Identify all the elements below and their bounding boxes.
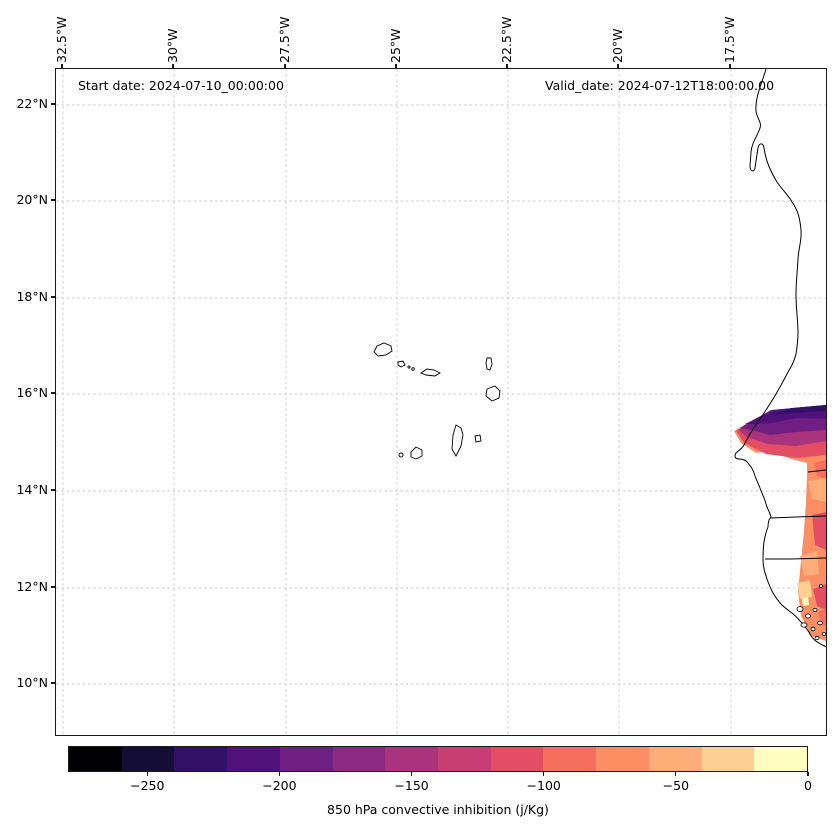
colorbar-segment	[174, 747, 228, 771]
cin-patch-peach	[797, 580, 812, 599]
colorbar-segment	[279, 747, 333, 771]
colorbar-tick-mark	[278, 772, 281, 776]
island-fogo	[410, 446, 423, 460]
y-tick-mark	[51, 199, 55, 201]
islet	[810, 626, 816, 632]
colorbar-tick-mark	[807, 772, 809, 776]
colorbar-segment	[385, 747, 439, 771]
colorbar-label: 850 hPa convective inhibition (j/Kg)	[327, 802, 549, 817]
river-saloum	[807, 469, 826, 473]
map-canvas	[56, 69, 826, 735]
x-tick-label: 22.5°W	[499, 16, 514, 63]
cin-patch-redorange-b	[818, 609, 826, 627]
x-tick-mark	[395, 64, 397, 68]
colorbar-tick-mark	[543, 772, 545, 776]
island-branco	[411, 367, 415, 371]
colorbar-segment	[754, 747, 807, 771]
x-tick-label: 25°W	[388, 28, 403, 63]
island-maio	[474, 434, 482, 443]
islet	[812, 608, 818, 613]
colorbar-tick-label: 0	[804, 778, 812, 793]
colorbar-segment	[69, 747, 122, 771]
cin-patch-lightorange-b	[800, 551, 819, 576]
island-sao-vicente	[397, 360, 406, 368]
island-santiago	[451, 424, 464, 457]
x-tick-mark	[284, 64, 286, 68]
islet	[821, 632, 826, 636]
colorbar-tick-mark	[675, 772, 677, 776]
colorbar-segment	[332, 747, 386, 771]
x-tick-mark	[506, 64, 508, 68]
cin-patch-paleyellow	[802, 597, 809, 606]
cape-verde-islands	[373, 342, 501, 460]
coastlines	[734, 69, 826, 648]
colorbar-tick-label: −250	[130, 778, 165, 793]
islet	[800, 622, 808, 628]
island-santa-luzia	[407, 365, 411, 369]
colorbar-tick-mark	[146, 772, 148, 776]
river-gambia	[770, 515, 826, 519]
island-sao-nicolau	[420, 368, 441, 377]
cin-contours	[734, 405, 826, 641]
y-tick-mark	[51, 103, 55, 105]
start-date-annotation: Start date: 2024-07-10_00:00:00	[78, 78, 284, 93]
cin-patch-lightorange-a	[808, 478, 826, 502]
x-tick-label: 17.5°W	[722, 16, 737, 63]
colorbar-tick-label: −50	[662, 778, 690, 793]
colorbar-tick-label: −150	[394, 778, 429, 793]
y-tick-label: 16°N	[16, 385, 48, 400]
gridlines	[56, 69, 826, 735]
islet	[814, 635, 820, 641]
x-tick-mark	[729, 64, 731, 68]
y-tick-label: 18°N	[16, 289, 48, 304]
islet	[805, 613, 811, 619]
colorbar-tick-label: −100	[526, 778, 561, 793]
y-tick-mark	[51, 296, 55, 298]
y-tick-mark	[51, 392, 55, 394]
y-tick-label: 22°N	[16, 96, 48, 111]
y-tick-label: 10°N	[16, 675, 48, 690]
y-tick-mark	[51, 489, 55, 491]
colorbar-tick-label: −200	[262, 778, 297, 793]
x-tick-mark	[617, 64, 619, 68]
colorbar-segment	[543, 747, 597, 771]
islet	[819, 584, 824, 588]
coastline-west-africa	[734, 69, 826, 648]
y-tick-label: 12°N	[16, 579, 48, 594]
valid-date-annotation: Valid_date: 2024-07-12T18:00:00.00	[545, 78, 775, 93]
island-sal	[485, 357, 493, 371]
x-tick-mark	[61, 64, 63, 68]
colorbar-segment	[648, 747, 702, 771]
islet	[817, 620, 823, 626]
map-plot	[55, 68, 827, 736]
x-tick-label: 27.5°W	[277, 16, 292, 63]
x-tick-mark	[172, 64, 174, 68]
islet	[796, 606, 804, 612]
x-tick-label: 20°W	[610, 28, 625, 63]
y-tick-label: 14°N	[16, 482, 48, 497]
colorbar-segment	[490, 747, 544, 771]
colorbar	[68, 746, 808, 772]
colorbar-segment	[596, 747, 649, 771]
cin-band-darkest	[762, 405, 826, 417]
colorbar-segment	[227, 747, 280, 771]
island-boa-vista	[485, 385, 501, 402]
colorbar-segment	[701, 747, 755, 771]
cin-patch-pink-a	[812, 512, 826, 550]
colorbar-tick-mark	[410, 772, 413, 776]
colorbar-segment	[438, 747, 491, 771]
cin-patch-redorange-a	[814, 460, 826, 479]
y-tick-mark	[51, 682, 55, 684]
cin-patch-pink-b	[813, 584, 826, 610]
river-casamance	[765, 557, 826, 560]
x-tick-label: 32.5°W	[54, 16, 69, 63]
island-brava	[398, 452, 404, 458]
y-tick-label: 20°N	[16, 192, 48, 207]
bijagos-islands	[796, 584, 826, 641]
x-tick-label: 30°W	[165, 28, 180, 63]
island-santo-antao	[373, 342, 393, 357]
colorbar-segment	[121, 747, 175, 771]
y-tick-mark	[51, 586, 55, 588]
